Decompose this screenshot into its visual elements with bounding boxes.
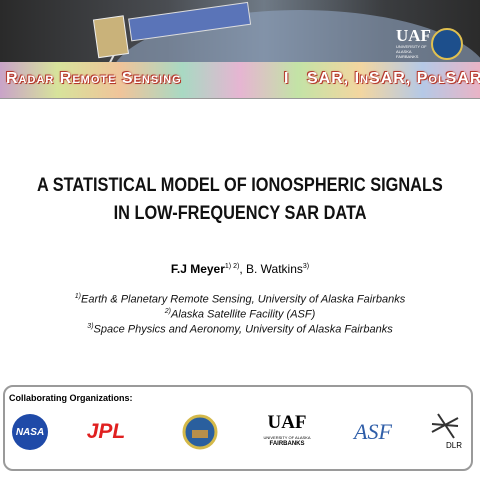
dlr-icon	[428, 408, 462, 447]
affiliation-sup: 3)	[87, 323, 94, 330]
seal-logo	[178, 410, 222, 454]
footer-label: Collaborating Organizations:	[9, 393, 133, 403]
seal	[431, 28, 463, 60]
satellite	[92, 1, 252, 62]
header: UAF UNIVERSITY OF ALASKA FAIRBANKS	[0, 0, 480, 62]
author: , B. Watkins	[239, 262, 303, 276]
affiliation: 3)Space Physics and Aeronomy, University…	[0, 323, 480, 336]
affiliation-text: Alaska Satellite Facility (ASF)	[170, 308, 316, 321]
uaf-sub: UNIVERSITY OF ALASKA FAIRBANKS	[396, 44, 427, 59]
asf-logo: ASF	[354, 419, 392, 444]
header-art	[92, 1, 480, 62]
nasa-logo: NASA	[8, 410, 52, 454]
author-sup: 3)	[302, 263, 310, 270]
jpl-logo: JPL	[86, 420, 126, 443]
affiliation: 2)Alaska Satellite Facility (ASF)	[0, 308, 480, 321]
affiliation-sup: 2)	[164, 308, 171, 315]
title-text: A STATISTICAL MODEL OF IONOSPHERIC SIGNA…	[37, 175, 443, 196]
affiliation-sup: 1)	[74, 293, 81, 300]
footer-box	[3, 385, 473, 471]
nasa-text: NASA	[12, 414, 48, 450]
banner-separator: I	[284, 70, 290, 87]
uaf-logo: UAF	[267, 412, 307, 433]
affiliation-text: Space Physics and Aeronomy, University o…	[93, 323, 393, 336]
banner-right: SAR, InSAR, PolSAR	[307, 70, 480, 87]
affiliation: 1)Earth & Planetary Remote Sensing, Univ…	[0, 293, 480, 306]
author-sup: 1) 2)	[224, 263, 240, 270]
title-line: A STATISTICAL MODEL OF IONOSPHERIC SIGNA…	[0, 175, 480, 197]
title-text: IN LOW-FREQUENCY SAR DATA	[113, 203, 367, 224]
uaf-city: FAIRBANKS	[269, 441, 305, 447]
seal-icon	[182, 414, 218, 450]
dlr-mark	[431, 413, 459, 439]
affiliation-text: Earth & Planetary Remote Sensing, Univer…	[80, 293, 406, 306]
authors: F.J Meyer1) 2), B. Watkins3)	[0, 262, 480, 276]
author: F.J Meyer	[170, 262, 225, 276]
dlr-text: DLR	[446, 441, 463, 450]
banner: Radar Remote Sensing I SAR, InSAR, PolSA…	[0, 62, 480, 99]
banner-left: Radar Remote Sensing	[6, 70, 182, 87]
uaf-sub: UNIVERSITY OF ALASKA	[263, 435, 311, 440]
uaf-logo: UAF	[396, 26, 431, 45]
title-line: IN LOW-FREQUENCY SAR DATA	[0, 203, 480, 225]
